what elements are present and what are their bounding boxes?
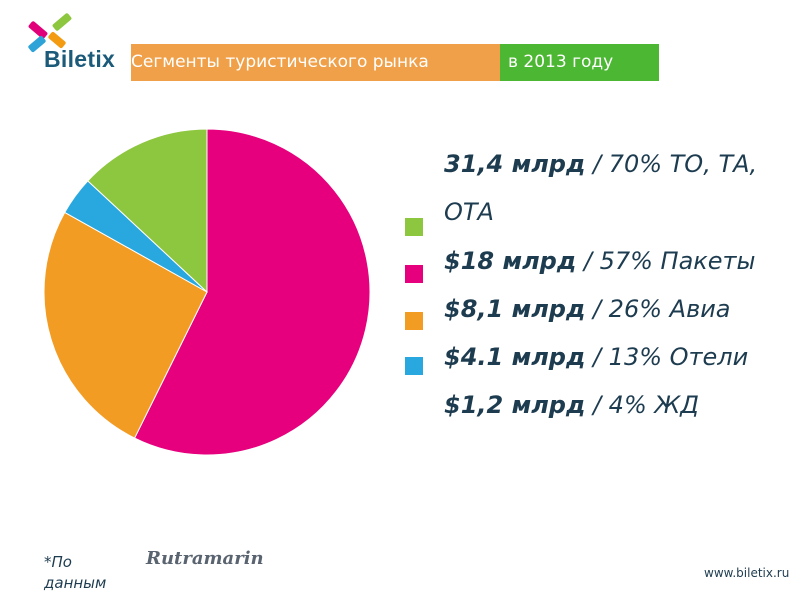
legend-swatch-green xyxy=(405,218,423,236)
pie-slice-2 xyxy=(43,211,208,439)
legend-swatch-magenta xyxy=(405,265,423,283)
legend-item-hotels: $4.1 млрд / 13% Отели xyxy=(444,343,749,371)
legend-item-rail: $1,2 млрд / 4% ЖД xyxy=(444,391,699,419)
pie-slice-4 xyxy=(87,128,208,294)
legend-item-packages: $18 млрд / 57% Пакеты xyxy=(444,247,756,275)
legend-swatch-orange xyxy=(405,312,423,330)
legend-item-ota: ОТА xyxy=(444,198,494,226)
legend-swatch-blue xyxy=(405,357,423,375)
legend-item-to-ta-ota: 31,4 млрд / 70% ТО, ТА, xyxy=(444,150,758,178)
pie-slice-1 xyxy=(133,128,371,456)
biletix-logo-icon xyxy=(28,13,72,53)
title-part-1: Сегменты туристического рынка xyxy=(131,44,500,81)
title-part-2: в 2013 году xyxy=(500,44,659,81)
source-note: *По данным xyxy=(44,553,107,592)
brand-name: Biletix xyxy=(44,46,116,72)
source-logo-rutramarin: Rutramarin xyxy=(146,548,264,569)
legend-item-avia: $8,1 млрд / 26% Авиа xyxy=(444,295,731,323)
website-url[interactable]: www.biletix.ru xyxy=(704,566,790,580)
